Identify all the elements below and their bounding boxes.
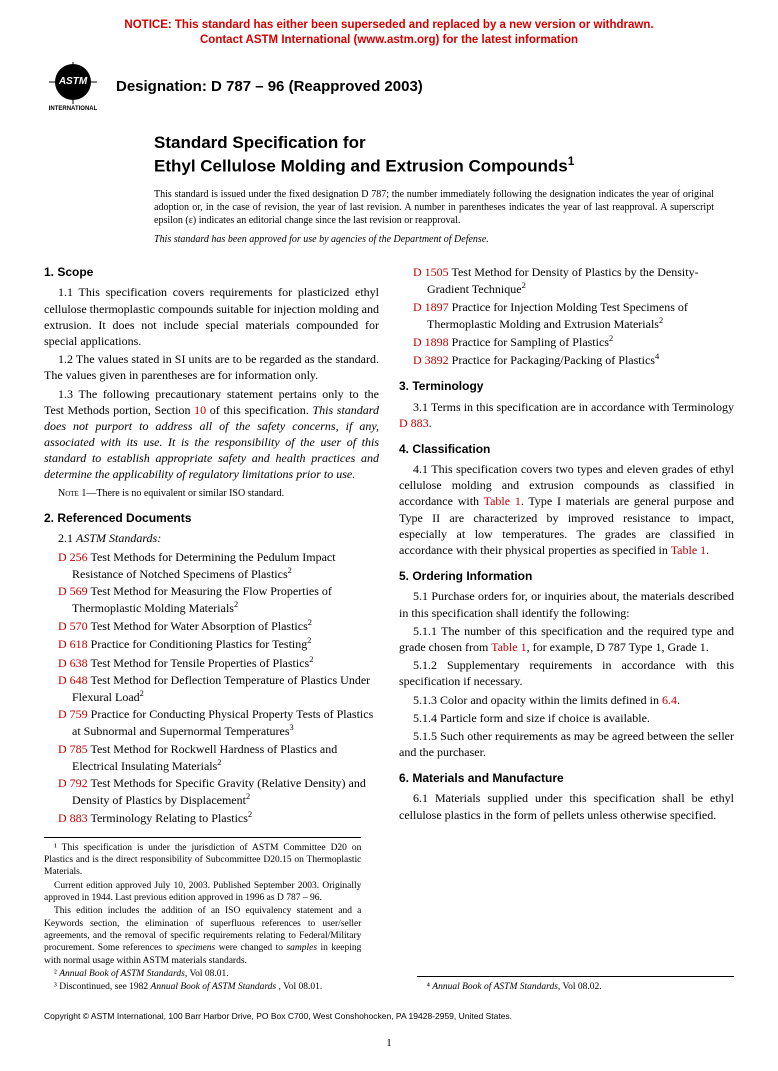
- title-sup: 1: [568, 154, 575, 168]
- ref-link[interactable]: D 618: [58, 637, 88, 651]
- ref-link[interactable]: D 569: [58, 584, 88, 598]
- notice-line2: Contact ASTM International (www.astm.org…: [200, 34, 578, 46]
- para-6-1: 6.1 Materials supplied under this specif…: [399, 790, 734, 822]
- ref-link[interactable]: D 1505: [413, 265, 449, 279]
- ref-link[interactable]: D 792: [58, 776, 88, 790]
- section-10-link[interactable]: 10: [194, 403, 206, 417]
- para-5-1-2: 5.1.2 Supplementary requirements in acco…: [399, 657, 734, 689]
- title-l1: Standard Specification for: [154, 133, 366, 152]
- ref-link[interactable]: D 256: [58, 550, 88, 564]
- ref-item: D 648 Test Method for Deflection Tempera…: [44, 672, 379, 705]
- approval-note: This standard has been approved for use …: [154, 233, 714, 247]
- ref-item: D 256 Test Methods for Determining the P…: [44, 549, 379, 582]
- ref-item: D 792 Test Methods for Specific Gravity …: [44, 775, 379, 808]
- ref-link[interactable]: D 1898: [413, 335, 449, 349]
- intro-para: This standard is issued under the fixed …: [154, 188, 714, 227]
- svg-text:ASTM: ASTM: [58, 76, 88, 87]
- d883-link[interactable]: D 883: [399, 416, 429, 430]
- class-head: 4. Classification: [399, 441, 734, 457]
- ref-link[interactable]: D 3892: [413, 353, 449, 367]
- note-1: Note 1—There is no equivalent or similar…: [44, 487, 379, 501]
- page-number: 1: [44, 1036, 734, 1051]
- table1-link[interactable]: Table 1: [484, 494, 521, 508]
- ref-item: D 569 Test Method for Measuring the Flow…: [44, 583, 379, 616]
- ref-item: D 1505 Test Method for Density of Plasti…: [399, 264, 734, 297]
- ref-link[interactable]: D 1897: [413, 300, 449, 314]
- para-2-1: 2.1 ASTM Standards:: [44, 530, 379, 546]
- ref-link[interactable]: D 570: [58, 619, 88, 633]
- copyright: Copyright © ASTM International, 100 Barr…: [44, 1011, 734, 1022]
- title-l2: Ethyl Cellulose Molding and Extrusion Co…: [154, 157, 568, 176]
- footnotes-right: ⁴ Annual Book of ASTM Standards, Vol 08.…: [417, 976, 734, 995]
- ref-item: D 570 Test Method for Water Absorption o…: [44, 617, 379, 634]
- table1-link[interactable]: Table 1: [491, 640, 526, 654]
- designation: Designation: D 787 – 96 (Reapproved 2003…: [116, 77, 423, 97]
- ref-item: D 3892 Practice for Packaging/Packing of…: [399, 351, 734, 368]
- ref-link[interactable]: D 785: [58, 742, 88, 756]
- ref-link[interactable]: D 759: [58, 707, 88, 721]
- para-4-1: 4.1 This specification covers two types …: [399, 461, 734, 558]
- term-head: 3. Terminology: [399, 378, 734, 394]
- para-3-1: 3.1 Terms in this specification are in a…: [399, 399, 734, 431]
- fn-1a: ¹ This specification is under the jurisd…: [44, 842, 361, 879]
- para-5-1-5: 5.1.5 Such other requirements as may be …: [399, 728, 734, 760]
- 64-link[interactable]: 6.4: [662, 693, 677, 707]
- para-1-1: 1.1 This specification covers requiremen…: [44, 284, 379, 349]
- ref-item: D 883 Terminology Relating to Plastics2: [44, 809, 379, 826]
- notice-line1: NOTICE: This standard has either been su…: [124, 19, 653, 31]
- table1-link[interactable]: Table 1: [671, 543, 706, 557]
- para-5-1-1: 5.1.1 The number of this specification a…: [399, 623, 734, 655]
- ref-item: D 759 Practice for Conducting Physical P…: [44, 706, 379, 739]
- para-5-1-3: 5.1.3 Color and opacity within the limit…: [399, 692, 734, 708]
- ref-item: D 1897 Practice for Injection Molding Te…: [399, 299, 734, 332]
- scope-head: 1. Scope: [44, 264, 379, 280]
- mat-head: 6. Materials and Manufacture: [399, 770, 734, 786]
- para-5-1-4: 5.1.4 Particle form and size if choice i…: [399, 710, 734, 726]
- body-columns: 1. Scope 1.1 This specification covers r…: [44, 264, 734, 826]
- refdocs-head: 2. Referenced Documents: [44, 510, 379, 526]
- fn-3: ³ Discontinued, see 1982 Annual Book of …: [44, 981, 361, 993]
- logo-sub: INTERNATIONAL: [49, 106, 98, 112]
- fn-1b: Current edition approved July 10, 2003. …: [44, 880, 361, 905]
- ref-item: D 618 Practice for Conditioning Plastics…: [44, 635, 379, 652]
- astm-logo: ASTM INTERNATIONAL: [44, 62, 102, 112]
- fn-1c: This edition includes the addition of an…: [44, 905, 361, 967]
- para-1-2: 1.2 The values stated in SI units are to…: [44, 351, 379, 383]
- title-block: Standard Specification for Ethyl Cellulo…: [154, 132, 734, 178]
- header-row: ASTM INTERNATIONAL Designation: D 787 – …: [44, 62, 734, 112]
- footnotes-left: ¹ This specification is under the jurisd…: [44, 837, 361, 995]
- para-1-3: 1.3 The following precautionary statemen…: [44, 386, 379, 483]
- ref-link[interactable]: D 638: [58, 656, 88, 670]
- ref-link[interactable]: D 883: [58, 811, 88, 825]
- ref-item: D 785 Test Method for Rockwell Hardness …: [44, 741, 379, 774]
- para-5-1: 5.1 Purchase orders for, or inquiries ab…: [399, 588, 734, 620]
- order-head: 5. Ordering Information: [399, 568, 734, 584]
- ref-link[interactable]: D 648: [58, 673, 88, 687]
- notice-banner: NOTICE: This standard has either been su…: [44, 18, 734, 48]
- fn-2: ² Annual Book of ASTM Standards, Vol 08.…: [44, 968, 361, 980]
- ref-item: D 1898 Practice for Sampling of Plastics…: [399, 333, 734, 350]
- ref-item: D 638 Test Method for Tensile Properties…: [44, 654, 379, 671]
- fn-4: ⁴ Annual Book of ASTM Standards, Vol 08.…: [417, 981, 734, 994]
